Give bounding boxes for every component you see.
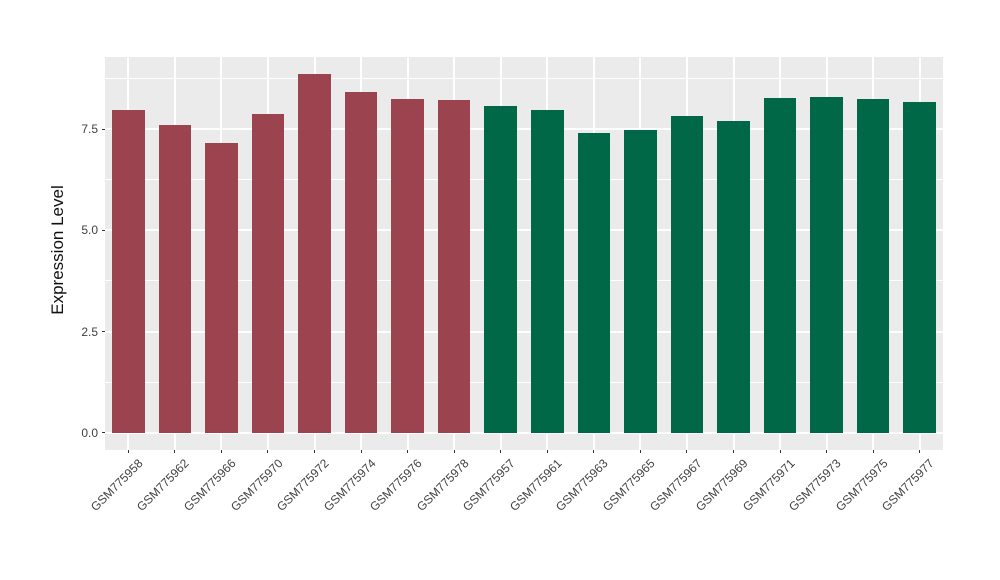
gridline-minor-y	[105, 381, 943, 383]
x-tick	[220, 450, 222, 453]
gridline-minor-y	[105, 280, 943, 282]
gridline-minor-y	[105, 179, 943, 181]
x-tick	[593, 450, 595, 453]
gridline-major-y	[105, 330, 943, 333]
bar-GSM775958	[111, 110, 145, 433]
bar-GSM775966	[205, 142, 238, 433]
x-tick	[872, 450, 874, 453]
y-tick-label: 5.0	[81, 223, 98, 238]
bar-GSM775969	[717, 121, 750, 433]
bar-GSM775961	[530, 110, 564, 433]
bar-GSM775976	[391, 98, 424, 433]
y-axis-title: Expression Level	[48, 185, 67, 315]
bar-GSM775974	[344, 91, 378, 433]
bar-GSM775978	[437, 100, 471, 433]
y-tick-label: 7.5	[81, 122, 98, 137]
bar-GSM775963	[577, 132, 611, 433]
y-tick-label: 2.5	[81, 324, 98, 339]
bar-GSM775975	[856, 99, 890, 433]
bar-GSM775962	[158, 124, 192, 433]
x-tick	[500, 450, 502, 453]
bar-GSM775967	[670, 116, 704, 433]
y-tick-label: 0.0	[81, 425, 98, 440]
x-tick	[453, 450, 455, 453]
bar-GSM775970	[251, 114, 285, 433]
x-tick	[779, 450, 781, 453]
bar-GSM775977	[903, 101, 936, 433]
bar-GSM775965	[624, 130, 657, 433]
bar-GSM775971	[763, 98, 797, 433]
y-tick	[102, 432, 105, 434]
gridline-major-y	[105, 431, 943, 434]
x-tick	[174, 450, 176, 453]
x-tick	[127, 450, 129, 453]
x-tick	[826, 450, 828, 453]
x-tick	[407, 450, 409, 453]
gridline-minor-y	[105, 78, 943, 80]
x-tick	[546, 450, 548, 453]
x-tick	[267, 450, 269, 453]
bar-GSM775972	[298, 74, 331, 433]
plot-panel	[105, 57, 943, 450]
x-tick	[360, 450, 362, 453]
x-tick	[919, 450, 921, 453]
y-tick	[102, 229, 105, 231]
bar-GSM775957	[484, 105, 517, 433]
gridline-major-y	[105, 128, 943, 131]
x-tick	[733, 450, 734, 453]
y-tick	[102, 331, 105, 333]
x-tick	[314, 450, 315, 453]
gridline-major-y	[105, 229, 943, 232]
y-tick	[102, 128, 105, 130]
bar-GSM775973	[810, 97, 843, 433]
x-tick	[686, 450, 688, 453]
x-tick	[639, 450, 641, 453]
